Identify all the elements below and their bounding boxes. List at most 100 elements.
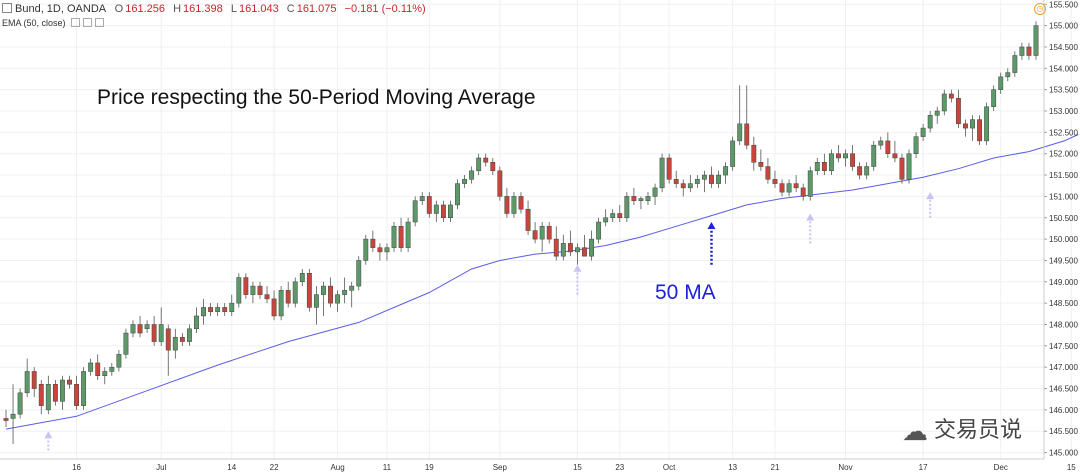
candle-body xyxy=(786,183,792,193)
candle xyxy=(828,149,834,176)
candle xyxy=(144,320,150,334)
candle xyxy=(659,153,665,193)
candle-body xyxy=(525,208,531,231)
candle-body xyxy=(186,328,192,342)
candle xyxy=(24,358,30,398)
candle-body xyxy=(504,196,510,214)
candle-body xyxy=(419,196,425,201)
candle xyxy=(462,175,467,188)
candle xyxy=(575,243,580,265)
candle xyxy=(292,277,298,308)
candle-body xyxy=(652,187,658,197)
candle xyxy=(899,153,905,184)
candle-body xyxy=(610,213,616,219)
candle xyxy=(405,217,411,252)
candle-body xyxy=(81,371,87,406)
candle xyxy=(645,192,651,205)
candle xyxy=(370,230,376,252)
candle xyxy=(772,170,778,188)
candle-body xyxy=(109,366,115,372)
candle xyxy=(793,175,799,193)
settings-icon[interactable] xyxy=(83,18,93,27)
y-tick-label: 152.500 xyxy=(1049,128,1078,137)
candle-body xyxy=(292,281,298,304)
indicator-label: EMA (50, close) xyxy=(2,18,66,28)
candle-body xyxy=(137,324,143,334)
x-tick-label: Aug xyxy=(330,463,344,472)
candle xyxy=(419,192,425,205)
candle-body xyxy=(687,183,693,189)
candle xyxy=(871,140,877,171)
candle xyxy=(285,281,291,308)
x-tick-label: 17 xyxy=(919,463,928,472)
candle xyxy=(680,179,686,197)
candle xyxy=(490,157,496,176)
x-tick-label: 22 xyxy=(270,463,279,472)
candle-body xyxy=(582,247,587,257)
candle-layer xyxy=(3,21,1039,445)
candle xyxy=(800,183,806,201)
arrow-head xyxy=(44,431,53,439)
candle xyxy=(603,209,609,227)
candle xyxy=(95,354,101,381)
candle xyxy=(779,179,785,197)
indicator-header[interactable]: EMA (50, close) xyxy=(2,18,105,28)
candle-body xyxy=(278,290,284,317)
y-tick-label: 155.000 xyxy=(1049,22,1078,31)
low-value: 161.043 xyxy=(238,3,279,15)
y-tick-label: 154.500 xyxy=(1049,43,1078,52)
candle xyxy=(158,307,164,346)
candle-body xyxy=(737,123,743,142)
y-tick-label: 151.500 xyxy=(1049,171,1078,180)
x-tick-label: Dec xyxy=(994,463,1008,472)
wechat-icon: ☁ xyxy=(902,416,928,446)
candle xyxy=(673,170,679,188)
candle xyxy=(1026,42,1032,60)
candle xyxy=(687,175,693,193)
candle xyxy=(701,170,707,193)
candle xyxy=(589,230,594,261)
ma-label: 50 MA xyxy=(655,281,716,304)
candle-body xyxy=(871,144,877,167)
candle-body xyxy=(102,371,108,376)
candle-body xyxy=(857,166,863,176)
candle xyxy=(913,132,919,158)
candle xyxy=(850,145,856,171)
candle xyxy=(349,281,355,308)
clock-icon[interactable]: ◷ xyxy=(1034,3,1046,15)
candle xyxy=(567,230,573,257)
candle-body xyxy=(123,332,129,355)
candle-body xyxy=(405,221,411,248)
candle-body xyxy=(906,153,912,180)
candle-body xyxy=(864,166,870,176)
candle xyxy=(1033,21,1039,60)
candle xyxy=(10,384,16,445)
support-touch-arrow xyxy=(806,213,815,244)
candle xyxy=(476,153,482,176)
candle-body xyxy=(878,140,884,146)
candle xyxy=(179,333,185,346)
candle xyxy=(596,217,602,244)
candle xyxy=(857,162,863,180)
y-tick-label: 148.500 xyxy=(1049,299,1078,308)
candle-body xyxy=(638,198,644,201)
high-label: H xyxy=(173,3,182,15)
visibility-toggle-icon[interactable] xyxy=(71,18,81,27)
candle-body xyxy=(892,153,898,159)
x-tick-label: 14 xyxy=(227,463,236,472)
candle-body xyxy=(984,106,990,142)
candle-body xyxy=(694,179,700,184)
candle xyxy=(497,166,503,201)
candle-body xyxy=(285,290,291,304)
candle-body xyxy=(567,243,573,253)
candle xyxy=(878,136,884,150)
candle-body xyxy=(779,183,785,193)
candle xyxy=(116,350,122,372)
candle xyxy=(60,375,65,410)
close-icon[interactable] xyxy=(95,18,105,27)
candle xyxy=(821,153,827,176)
candle-body xyxy=(1026,46,1032,56)
candle xyxy=(843,149,848,167)
